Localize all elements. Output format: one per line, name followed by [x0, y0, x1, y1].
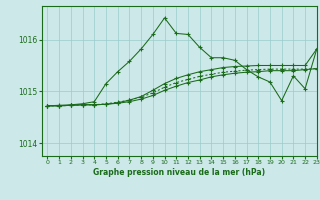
X-axis label: Graphe pression niveau de la mer (hPa): Graphe pression niveau de la mer (hPa)	[93, 168, 265, 177]
